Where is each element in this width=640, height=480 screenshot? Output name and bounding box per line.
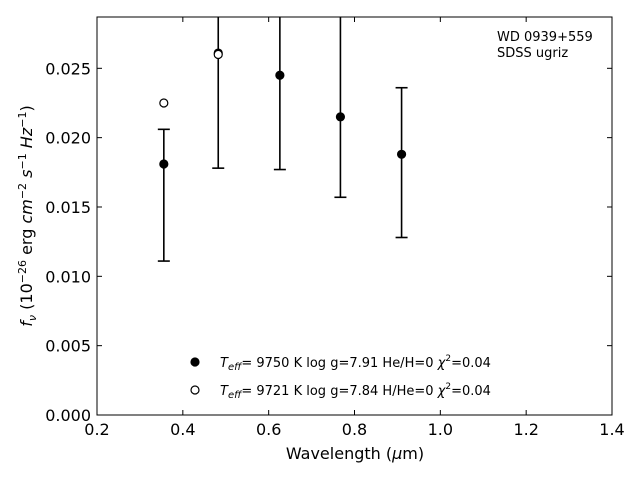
x-tick-label: 1.4 [599,420,624,439]
annotation-line1: WD 0939+559 [497,30,593,45]
y-tick-label: 0.005 [45,337,91,356]
y-tick-label: 0.010 [45,267,91,286]
legend-marker-filled [190,357,200,367]
y-tick-label: 0.025 [45,59,91,78]
x-tick-label: 0.2 [84,420,109,439]
x-tick-label: 0.6 [256,420,281,439]
y-tick-label: 0.015 [45,198,91,217]
error-bars [157,17,408,262]
x-tick-labels: 0.2 0.4 0.6 0.8 1.0 1.2 1.4 [84,420,624,439]
y-axis-label: fν (10−26 erg cm−2 s−1 Hz−1) [16,105,39,326]
y-tick-label: 0.000 [45,406,91,425]
legend-entry: Teff= 9721 K log g=7.84 H/He=0 χ2=0.04 [220,382,491,401]
y-tick-labels: 0.000 0.005 0.010 0.015 0.020 0.025 [45,59,91,425]
x-tick-label: 1.2 [513,420,538,439]
point-filled [275,70,285,80]
plot-frame [96,16,613,416]
data-points [159,48,407,169]
legend-marker-open [190,385,200,395]
y-tick-label: 0.020 [45,129,91,148]
point-open [213,49,223,60]
point-filled [396,149,407,159]
point-filled [335,112,346,122]
x-tick-label: 1.0 [428,420,453,439]
legend-entry: Teff= 9750 K log g=7.91 He/H=0 χ2=0.04 [220,354,491,373]
x-tick-label: 0.4 [170,420,195,439]
annotation-line2: SDSS ugriz [497,46,568,61]
point-filled [159,159,169,169]
x-tick-label: 0.8 [342,420,367,439]
legend: Teff= 9750 K log g=7.91 He/H=0 χ2=0.04 Te… [190,354,491,401]
point-open [159,98,169,108]
x-axis-label: Wavelength (μm) [286,444,424,463]
